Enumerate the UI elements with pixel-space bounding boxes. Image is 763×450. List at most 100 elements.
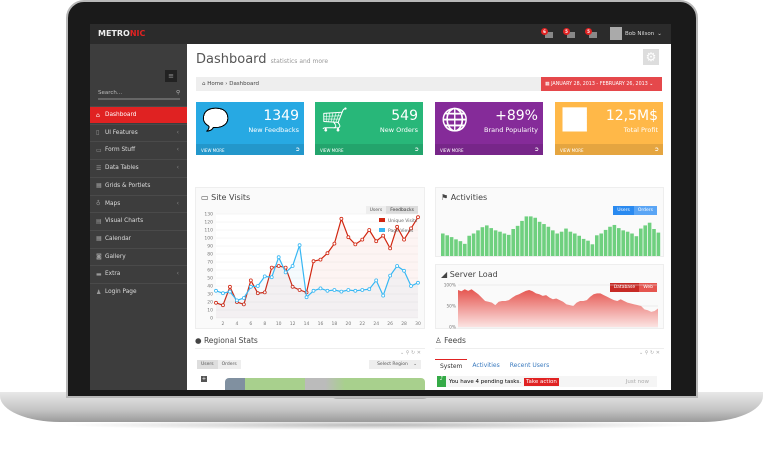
screen: METRONIC 6 5 5 Bob Nilson ⌄ ≡ Search... ⚲ … — [90, 24, 671, 390]
orders-button[interactable]: Orders — [633, 206, 657, 215]
logo[interactable]: METRONIC — [98, 29, 146, 38]
data-point — [248, 284, 253, 289]
activities-toggle: Users Orders — [613, 206, 657, 215]
map-marker-icon: ♁ — [96, 200, 101, 207]
y-tick-label: 40 — [207, 284, 213, 290]
select-region-dropdown[interactable]: Select Region ⌄ — [369, 360, 421, 369]
activity-bar — [511, 229, 515, 256]
breadcrumb-home[interactable]: Home — [207, 81, 224, 87]
bell-icon: ♪ — [437, 376, 446, 387]
sidebar-item-label: Login Page — [105, 289, 137, 295]
envelope-icon[interactable]: 5 — [563, 28, 577, 40]
sidebar-item-calendar[interactable]: ▦ Calendar — [90, 229, 187, 247]
stat-tile: 🛒 549 New Orders VIEW MORE ➲ — [315, 102, 423, 155]
chevron-left-icon: ‹ — [176, 147, 179, 154]
sidebar-item-login-page[interactable]: ♟ Login Page — [90, 283, 187, 300]
feed-item[interactable]: ♪ You have 4 pending tasks. Take action … — [437, 376, 657, 387]
feeds-panel: ♙ Feeds ⌄ ⚲ ↻ ✕ System Activities Recent… — [435, 336, 664, 390]
data-point — [388, 246, 393, 251]
y-tick-label: 110 — [204, 228, 213, 234]
activity-bar — [643, 225, 647, 256]
portlet-tools[interactable]: ⌄ ⚲ ↻ ✕ — [639, 350, 660, 356]
y-tick-label: 10 — [207, 308, 213, 314]
data-point — [332, 288, 337, 292]
y-tick-label: 130 — [204, 212, 213, 218]
data-point — [255, 291, 260, 296]
chart-icon: ▤ — [96, 217, 102, 225]
tab-activities[interactable]: Activities — [472, 362, 500, 369]
chevron-down-icon: ⌄ — [657, 30, 662, 37]
view-more-link[interactable]: VIEW MORE ➲ — [555, 144, 663, 155]
x-tick-label: 12 — [290, 321, 296, 327]
activity-bar — [476, 230, 480, 256]
stat-tile: 🌐 +89% Brand Popularity VIEW MORE ➲ — [435, 102, 543, 155]
y-tick-label: 70 — [207, 260, 213, 266]
x-tick-label: 22 — [359, 321, 365, 327]
sidebar-item-dashboard[interactable]: ⌂ Dashboard — [90, 106, 187, 123]
view-more-link[interactable]: VIEW MORE ➲ — [196, 144, 304, 155]
sidebar-item-data-tables[interactable]: ☰ Data Tables ‹ — [90, 159, 187, 176]
bar-chart-icon: 📊 — [561, 108, 589, 133]
feedbacks-button[interactable]: Feedbacks — [386, 206, 418, 215]
warning-icon[interactable]: 6 — [541, 28, 555, 40]
sidebar-item-extra[interactable]: ▬ Extra ‹ — [90, 265, 187, 282]
portlet-tools[interactable]: ⌄ ⚲ ↻ ✕ — [400, 350, 421, 356]
activity-bar — [471, 233, 476, 256]
view-more-link[interactable]: VIEW MORE ➲ — [315, 144, 423, 155]
search-input[interactable]: Search... ⚲ — [98, 90, 180, 100]
x-tick-label: 26 — [387, 321, 393, 327]
users-button[interactable]: Users — [365, 206, 387, 215]
activity-bar — [445, 235, 449, 256]
x-tick-label: 8 — [263, 321, 266, 327]
breadcrumb-dashboard[interactable]: Dashboard — [229, 81, 260, 87]
activity-bar — [647, 222, 652, 256]
data-point — [318, 257, 323, 262]
site-visits-toggle: Users Feedbacks — [365, 206, 418, 215]
data-point — [290, 264, 295, 268]
activity-bar — [577, 235, 581, 256]
activity-bar — [463, 243, 467, 256]
activity-bar — [586, 240, 590, 256]
tab-system[interactable]: System — [435, 359, 468, 373]
users-button[interactable]: Users — [613, 206, 634, 215]
sidebar-item-maps[interactable]: ♁ Maps ‹ — [90, 194, 187, 212]
feeds-title: ♙ Feeds — [435, 336, 664, 349]
take-action-button[interactable]: Take action — [524, 377, 559, 386]
activity-bar — [489, 228, 493, 256]
data-point — [228, 284, 232, 289]
y-tick-label: 80 — [207, 252, 213, 258]
data-point — [255, 284, 260, 288]
data-point — [269, 275, 274, 280]
sidebar-item-gallery[interactable]: ◙ Gallery — [90, 247, 187, 265]
date-range-picker[interactable]: ▦ JANUARY 28, 2013 - FEBRUARY 26, 2013 ⌄ — [541, 77, 662, 91]
web-button[interactable]: Web — [639, 283, 657, 292]
view-more-link[interactable]: VIEW MORE ➲ — [435, 144, 543, 155]
tab-recent-users[interactable]: Recent Users — [509, 362, 550, 369]
camera-icon: ◙ — [96, 253, 102, 261]
database-button[interactable]: Database — [609, 283, 640, 292]
x-tick-label: 24 — [373, 321, 379, 327]
sidebar-item-ui-features[interactable]: ▯ UI Features ‹ — [90, 123, 187, 141]
tasks-icon[interactable]: 5 — [585, 28, 599, 40]
menu-toggle-icon[interactable]: ≡ — [165, 70, 177, 82]
x-tick-label: 14 — [304, 321, 310, 327]
activity-bar — [652, 229, 656, 256]
x-tick-label: 18 — [332, 321, 338, 327]
activity-bar — [441, 233, 445, 256]
data-point — [297, 243, 302, 248]
user-menu[interactable]: Bob Nilson ⌄ — [610, 27, 662, 40]
y-tick-label: 100 — [204, 236, 213, 242]
users-button[interactable]: Users — [197, 360, 218, 369]
world-map[interactable] — [225, 378, 425, 390]
arrow-circle-icon: ➲ — [413, 146, 419, 153]
tile-label: New Orders — [379, 126, 418, 134]
sidebar-item-form-stuff[interactable]: ▭ Form Stuff ‹ — [90, 141, 187, 158]
sidebar-item-grids-portlets[interactable]: ▦ Grids & Portlets — [90, 176, 187, 194]
y-tick-label: 30 — [207, 292, 213, 298]
zoom-in-button[interactable]: + — [201, 376, 207, 382]
sidebar-item-visual-charts[interactable]: ▤ Visual Charts — [90, 212, 187, 229]
list-icon: ☰ — [96, 164, 102, 172]
activity-bar — [608, 226, 612, 256]
gear-icon[interactable]: ⚙ — [643, 49, 659, 65]
orders-button[interactable]: Orders — [217, 360, 241, 369]
